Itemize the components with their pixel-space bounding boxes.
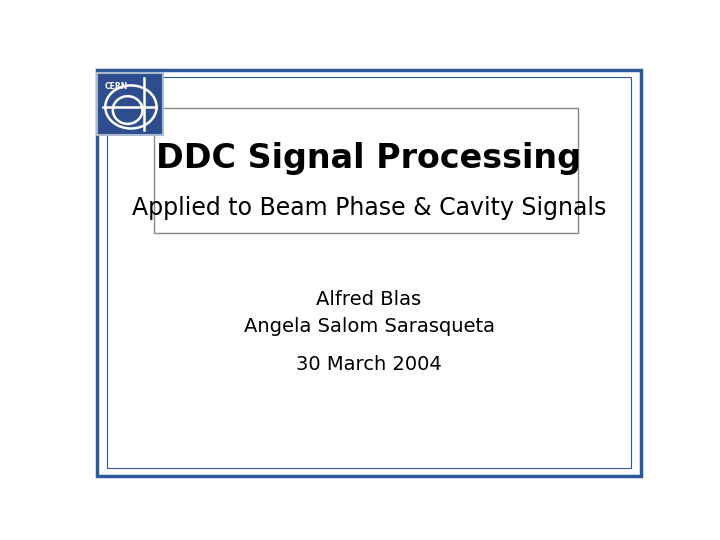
Text: Alfred Blas: Alfred Blas <box>316 290 422 309</box>
Text: 30 March 2004: 30 March 2004 <box>296 355 442 374</box>
FancyBboxPatch shape <box>96 73 163 134</box>
Text: Angela Salom Sarasqueta: Angela Salom Sarasqueta <box>243 318 495 336</box>
Text: Applied to Beam Phase & Cavity Signals: Applied to Beam Phase & Cavity Signals <box>132 196 606 220</box>
FancyBboxPatch shape <box>154 109 578 233</box>
Text: DDC Signal Processing: DDC Signal Processing <box>156 142 582 175</box>
Text: CERN: CERN <box>105 82 128 91</box>
